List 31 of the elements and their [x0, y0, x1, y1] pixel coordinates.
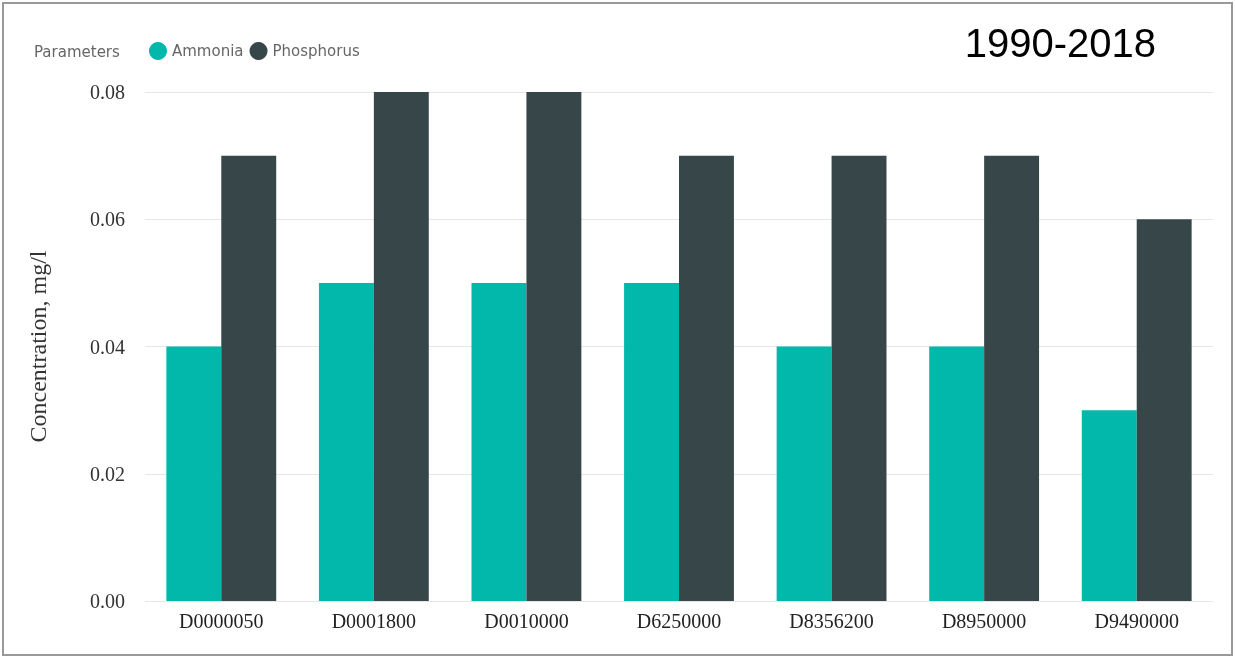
bar [471, 282, 527, 601]
y-tick-label: 0.06 [90, 208, 125, 231]
bar [526, 92, 582, 601]
bar [1136, 219, 1192, 601]
x-tick-label: D9490000 [1094, 610, 1179, 632]
y-tick-label: 0.08 [90, 81, 125, 103]
x-tick-label: D6250000 [636, 610, 722, 632]
bar [776, 346, 832, 601]
x-tick-label: D0000050 [179, 610, 264, 632]
y-tick-label: 0.02 [90, 462, 125, 485]
bar [831, 155, 887, 601]
bar [373, 92, 429, 601]
bar [318, 282, 374, 601]
legend-title: Parameters [34, 42, 121, 61]
bar [929, 346, 985, 601]
bar [984, 155, 1040, 601]
bar [166, 346, 222, 601]
x-tick-label: D8950000 [941, 610, 1027, 632]
legend-label: Phosphorus [272, 42, 360, 60]
bar [221, 155, 277, 601]
y-axis-title: Concentration, mg/l [25, 250, 51, 443]
x-tick-label: D0010000 [484, 610, 569, 632]
x-tick-label: D0001800 [331, 610, 417, 632]
x-tick-label: D8356200 [789, 610, 874, 632]
bar [624, 282, 679, 601]
chart-title: 1990-2018 [964, 21, 1157, 65]
bar [679, 155, 734, 601]
y-tick-label: 0.00 [90, 590, 125, 612]
bar [1081, 410, 1137, 601]
legend-label: Ammonia [172, 42, 244, 60]
y-tick-label: 0.04 [90, 335, 125, 358]
